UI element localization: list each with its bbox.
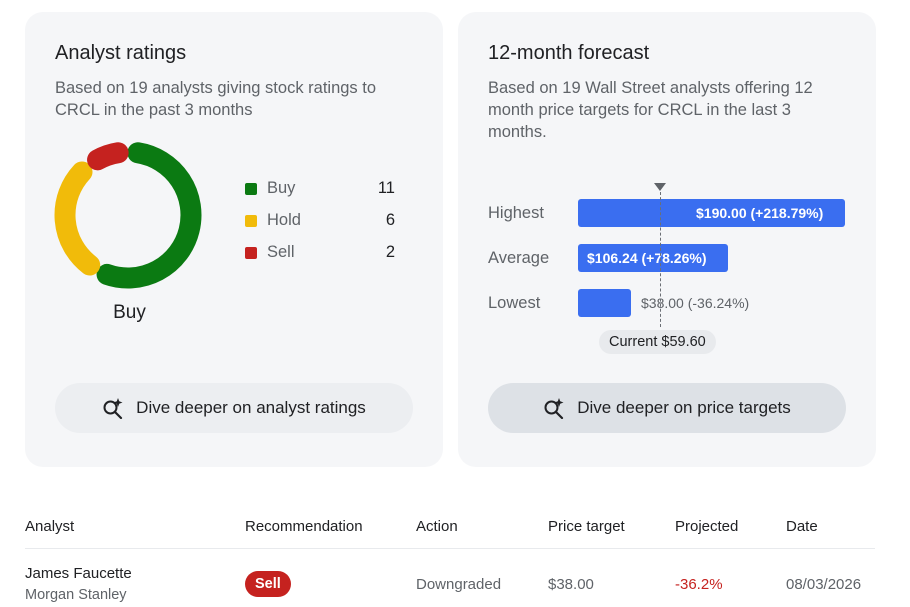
analyst-firm: Morgan Stanley bbox=[25, 587, 127, 603]
dive-deeper-price-targets-button[interactable]: Dive deeper on price targets bbox=[488, 383, 846, 433]
donut-segment-sell bbox=[87, 142, 129, 171]
ratings-donut-chart bbox=[54, 142, 202, 289]
forecast-title: 12-month forecast bbox=[488, 42, 650, 64]
recommendation-badge: Sell bbox=[245, 571, 291, 597]
consensus-rating: Buy bbox=[113, 302, 146, 323]
column-header-date[interactable]: Date bbox=[786, 518, 818, 535]
analyst-ratings-card: Analyst ratings Based on 19 analysts giv… bbox=[25, 12, 443, 467]
analyst-ratings-title: Analyst ratings bbox=[55, 42, 187, 64]
donut-segment-buy bbox=[96, 142, 202, 289]
dive-deeper-price-targets-label: Dive deeper on price targets bbox=[577, 398, 791, 417]
forecast-value-lowest: $38.00 (-36.24%) bbox=[641, 295, 750, 311]
legend-count-sell: 2 bbox=[385, 243, 395, 261]
dive-deeper-ratings-button[interactable]: Dive deeper on analyst ratings bbox=[55, 383, 413, 433]
column-header-analyst[interactable]: Analyst bbox=[25, 518, 75, 535]
current-price-pill: Current $59.60 bbox=[599, 330, 716, 354]
forecast-bar-highest bbox=[578, 199, 845, 227]
ai-search-icon bbox=[544, 398, 564, 419]
forecast-value-highest: $190.00 (+218.79%) bbox=[696, 205, 824, 221]
legend-swatch-sell bbox=[245, 247, 257, 259]
forecast-label-highest: Highest bbox=[488, 204, 544, 222]
analyst-name: James Faucette bbox=[25, 565, 132, 582]
price-target-cell: $38.00 bbox=[548, 576, 594, 593]
column-header-price-target[interactable]: Price target bbox=[548, 518, 625, 535]
legend-swatch-hold bbox=[245, 215, 257, 227]
current-price-marker-icon bbox=[654, 183, 666, 191]
forecast-value-average: $106.24 (+78.26%) bbox=[587, 250, 707, 266]
column-header-recommendation[interactable]: Recommendation bbox=[245, 518, 363, 535]
action-cell: Downgraded bbox=[416, 576, 502, 593]
legend-label-buy: Buy bbox=[267, 179, 296, 197]
forecast-description: Based on 19 Wall Street analysts offerin… bbox=[488, 79, 813, 141]
analyst-ratings-description: Based on 19 analysts giving stock rating… bbox=[55, 79, 377, 119]
current-price-line bbox=[660, 192, 661, 327]
forecast-card: 12-month forecast Based on 19 Wall Stree… bbox=[458, 12, 876, 467]
legend-row-hold: Hold 6 bbox=[243, 210, 395, 232]
ai-search-icon bbox=[103, 398, 123, 419]
forecast-label-lowest: Lowest bbox=[488, 294, 541, 312]
forecast-bar-lowest bbox=[578, 289, 631, 317]
table-header-divider bbox=[25, 548, 875, 549]
legend-row-buy: Buy 11 bbox=[243, 178, 395, 200]
projected-cell: -36.2% bbox=[675, 576, 723, 593]
legend-label-sell: Sell bbox=[267, 243, 295, 261]
legend-row-sell: Sell 2 bbox=[243, 242, 395, 264]
legend-count-buy: 11 bbox=[377, 179, 395, 197]
donut-segment-hold bbox=[54, 161, 101, 276]
legend-count-hold: 6 bbox=[385, 211, 395, 229]
forecast-label-average: Average bbox=[488, 249, 550, 267]
column-header-projected[interactable]: Projected bbox=[675, 518, 739, 535]
forecast-bar-average bbox=[578, 244, 728, 272]
legend-label-hold: Hold bbox=[267, 211, 301, 229]
date-cell: 08/03/2026 bbox=[786, 576, 862, 593]
dive-deeper-ratings-label: Dive deeper on analyst ratings bbox=[136, 398, 366, 417]
column-header-action[interactable]: Action bbox=[416, 518, 458, 535]
legend-swatch-buy bbox=[245, 183, 257, 195]
